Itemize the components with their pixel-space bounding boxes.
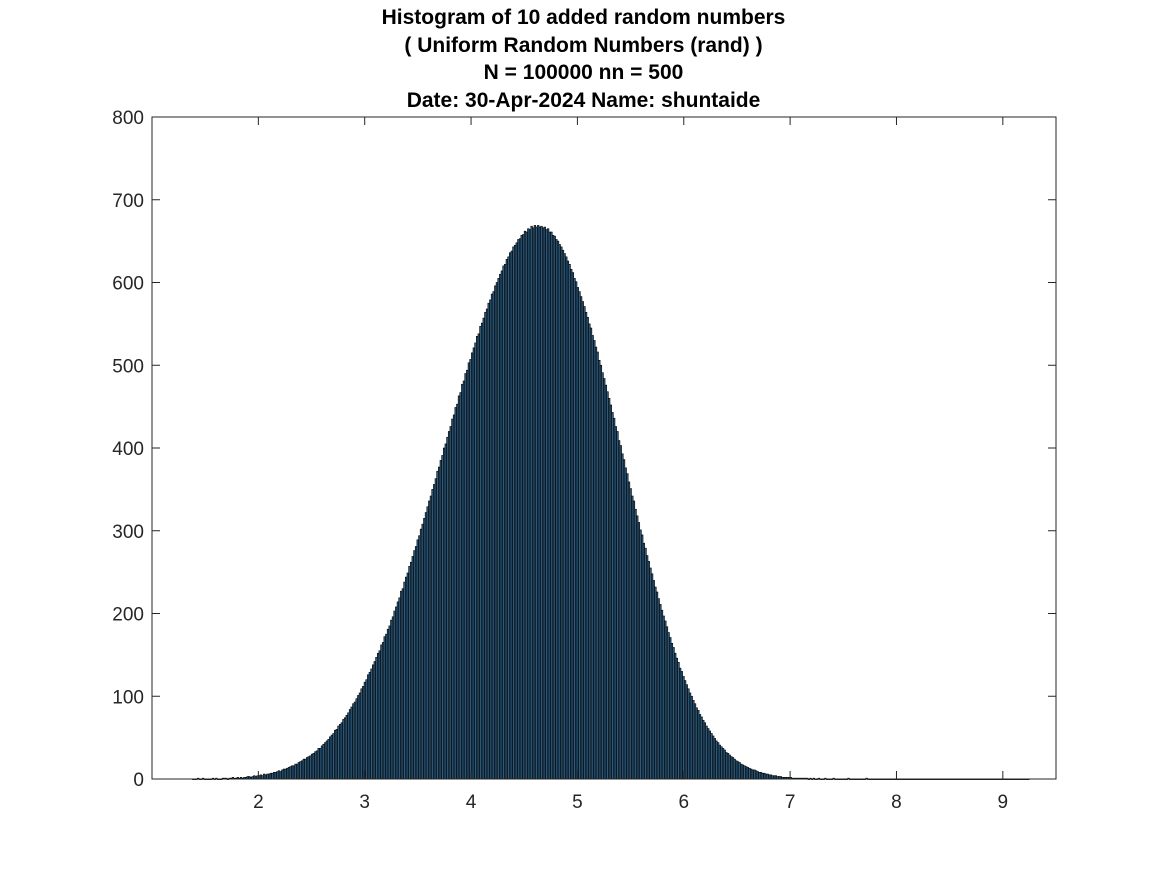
y-tick-label: 700	[112, 191, 144, 212]
x-tick-label: 9	[998, 792, 1009, 813]
y-tick-label: 800	[112, 108, 144, 129]
y-tick-label: 400	[112, 439, 144, 460]
chart-title: Histogram of 10 added random numbers ( U…	[0, 4, 1167, 114]
y-tick-label: 300	[112, 522, 144, 543]
x-tick-label: 8	[891, 792, 902, 813]
histogram-bars	[192, 225, 1030, 780]
x-tick-label: 6	[678, 792, 689, 813]
y-axis: 0 100 200 300 400 500 600 700 800	[112, 108, 1056, 791]
x-tick-label: 2	[253, 792, 264, 813]
x-tick-label: 4	[466, 792, 477, 813]
y-tick-label: 100	[112, 687, 144, 708]
x-tick-label: 3	[359, 792, 370, 813]
title-line-3: N = 100000 nn = 500	[483, 61, 684, 84]
x-axis: 2 3 4 5 6 7 8 9	[253, 117, 1008, 813]
title-line-1: Histogram of 10 added random numbers	[381, 6, 786, 29]
title-line-2: ( Uniform Random Numbers (rand) )	[404, 33, 763, 57]
y-tick-label: 200	[112, 605, 144, 626]
y-tick-label: 500	[112, 356, 144, 377]
title-line-4: Date: 30-Apr-2024 Name: shuntaide	[406, 88, 761, 112]
x-tick-label: 5	[572, 792, 583, 813]
y-tick-label: 600	[112, 274, 144, 295]
y-tick-label: 0	[133, 770, 144, 791]
x-tick-label: 7	[785, 792, 796, 813]
